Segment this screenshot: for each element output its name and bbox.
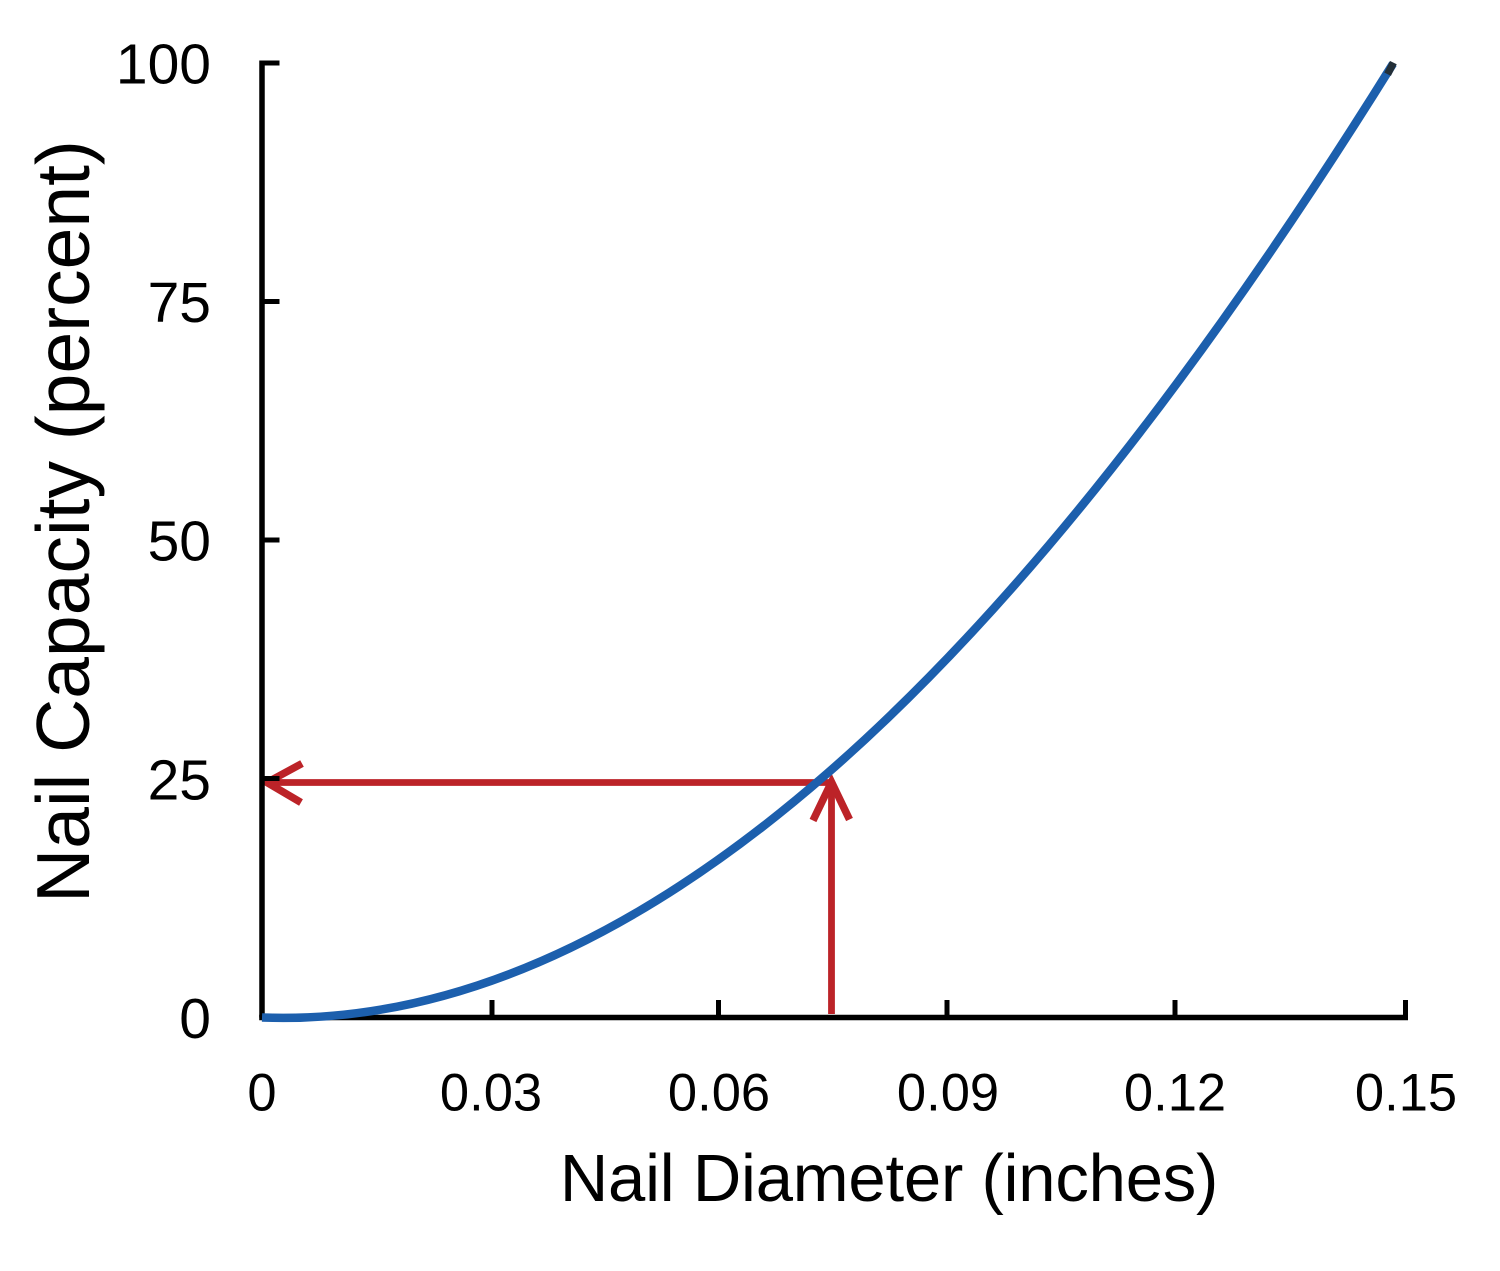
svg-text:0.03: 0.03 [440, 1064, 542, 1123]
svg-text:75: 75 [148, 271, 211, 335]
svg-text:100: 100 [116, 33, 211, 97]
svg-text:25: 25 [148, 749, 211, 813]
svg-text:Nail Diameter (inches): Nail Diameter (inches) [560, 1141, 1218, 1216]
svg-text:0.09: 0.09 [897, 1064, 999, 1123]
svg-text:0.15: 0.15 [1355, 1064, 1457, 1123]
svg-text:50: 50 [148, 510, 211, 574]
svg-text:0: 0 [179, 987, 211, 1051]
svg-text:0: 0 [247, 1064, 276, 1123]
svg-text:0.06: 0.06 [668, 1064, 770, 1123]
svg-text:0.12: 0.12 [1124, 1064, 1226, 1123]
svg-text:Nail Capacity (percent): Nail Capacity (percent) [21, 140, 105, 903]
